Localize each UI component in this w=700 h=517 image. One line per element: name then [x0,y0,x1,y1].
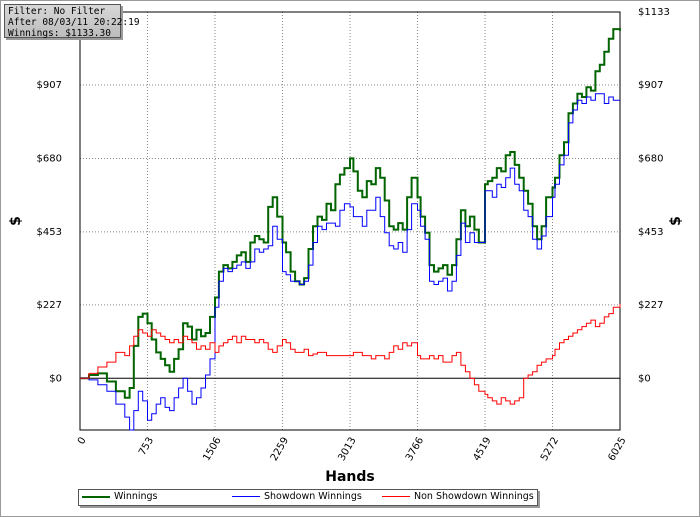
x-axis-label: Hands [325,469,375,485]
y-tick-label-right: $1133 [638,7,670,18]
y-tick-label-left: $680 [37,153,62,164]
winnings-total-text: Winnings: $1133.30 [8,28,111,39]
filter-text: Filter: No Filter [8,6,106,17]
series-line-showdown-winnings [80,93,620,431]
x-tick-label: 0 [76,436,89,447]
legend-label-showdown: Showdown Winnings [264,491,362,502]
y-tick-label-left: $227 [37,300,62,311]
x-tick-label: 4519 [471,436,493,464]
y-tick-label-right: $907 [638,80,663,91]
y-tick-label-right: $680 [638,153,663,164]
tick-labels: $907 $680 $453 $227 $0 $1133 $907 $680 $453 $227 $… [37,7,670,463]
y-tick-label-left: $907 [37,80,62,91]
y-axis-label-right: $ [668,216,684,226]
series-layer [80,28,621,431]
plot-area [79,11,621,431]
grid [80,12,620,430]
legend-item-showdown-winnings: Showdown Winnings [232,491,362,502]
legend-label-winnings: Winnings [114,491,158,502]
x-tick-label: 1506 [201,436,223,464]
x-tick-label: 3766 [404,436,426,464]
info-box: Filter: No Filter After 08/03/11 20:22:1… [4,4,140,39]
legend-swatch-winnings [82,495,110,498]
legend-swatch-showdown [232,496,260,497]
legend: Winnings Showdown Winnings Non Showdown … [78,489,538,506]
y-tick-label-right: $227 [638,300,663,311]
series-line-non-showdown-winnings [80,303,621,405]
y-tick-label-left: $0 [49,373,62,384]
x-tick-label: 2259 [269,436,291,464]
legend-item-winnings: Winnings [82,491,158,502]
legend-item-non-showdown-winnings: Non Showdown Winnings [382,491,534,502]
y-tick-label-right: $453 [638,227,663,238]
x-tick-label: 5272 [539,436,561,464]
x-tick-label: 753 [137,436,156,458]
x-tick-label: 6025 [606,436,628,464]
x-tick-label: 3013 [336,436,358,464]
legend-swatch-non-showdown [382,496,410,497]
y-axis-label-left: $ [8,216,24,226]
after-date-text: After 08/03/11 20:22:19 [8,17,140,28]
y-tick-label-right: $0 [638,373,651,384]
legend-label-non-showdown: Non Showdown Winnings [414,491,534,502]
y-tick-label-left: $453 [37,227,62,238]
